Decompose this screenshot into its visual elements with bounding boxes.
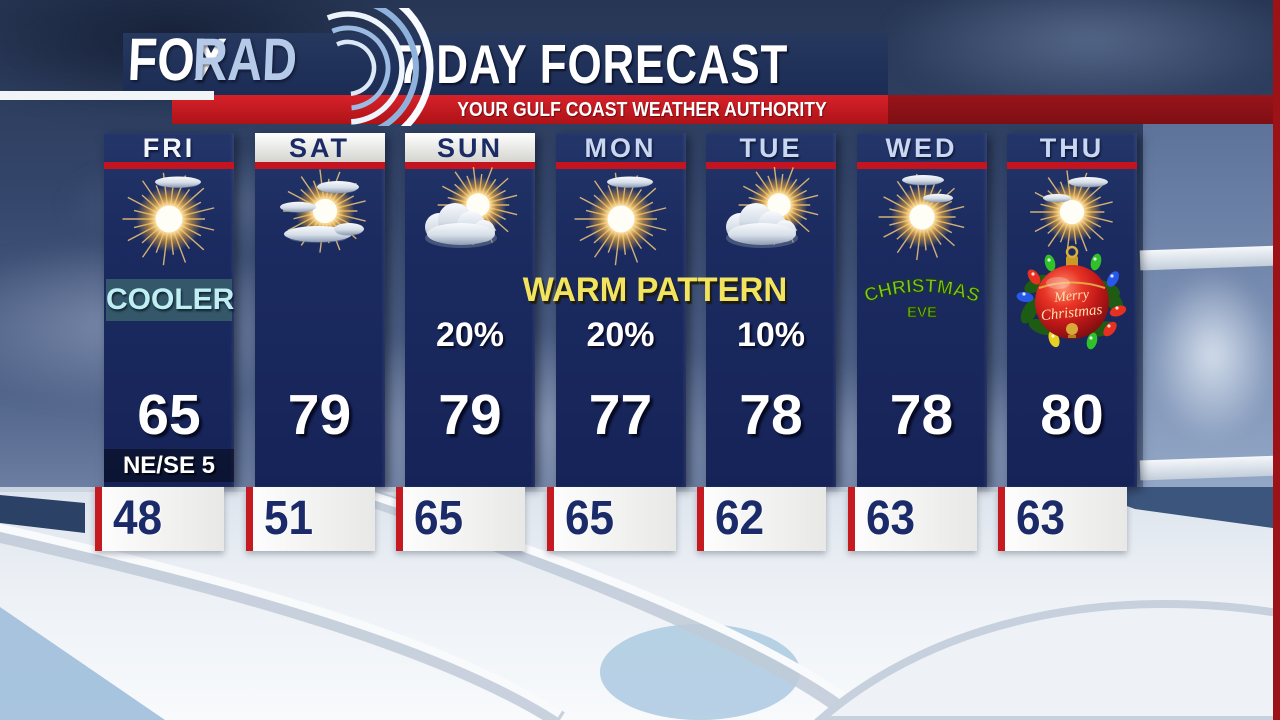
precip-chance: 10%	[736, 316, 806, 354]
low-temp-box: 51	[245, 487, 375, 551]
low-temp-box: 65	[546, 487, 676, 551]
weather-icon	[867, 167, 977, 267]
low-temp: 48	[113, 492, 163, 545]
svg-text:Merry: Merry	[1052, 287, 1090, 306]
sun-wisp-icon	[574, 172, 666, 266]
forecast-day-column-mon: MON 20% 77	[555, 133, 686, 487]
low-temp: 62	[715, 492, 765, 545]
tagline-text: YOUR GULF COAST WEATHER AUTHORITY	[457, 99, 827, 121]
day-underline-bar	[254, 162, 385, 169]
day-label: TUE	[739, 133, 803, 163]
sun-wisps-icon	[279, 169, 366, 253]
forecast-day-column-tue: TUE 10% 78	[706, 133, 836, 487]
day-label: FRI	[142, 133, 196, 163]
high-temp: 79	[287, 383, 352, 447]
weather-icon	[114, 167, 224, 267]
sun-wisp-icon	[122, 172, 215, 266]
day-label: THU	[1039, 133, 1105, 163]
title-bar	[123, 33, 888, 95]
forecast-day-column-sun: SUN 20% 79	[405, 133, 535, 487]
weather-icon	[1017, 167, 1127, 267]
set-highlight-stripe	[0, 91, 214, 100]
forecast-day-column-fri: FRI COOLER 65 NE/SE 5	[104, 133, 234, 487]
day-underline-bar	[555, 162, 686, 169]
sun-wisp2-icon	[878, 173, 964, 261]
precip-chance: 20%	[435, 316, 505, 354]
sun-thu-icon	[1030, 170, 1113, 254]
day-label: MON	[584, 133, 657, 163]
low-temp-box: 63	[847, 487, 977, 551]
radar-arcs-icon	[326, 8, 434, 126]
high-temp: 80	[1040, 383, 1104, 447]
low-temp-box: 48	[95, 487, 224, 551]
low-temp: 51	[263, 492, 313, 545]
high-temp: 79	[438, 383, 502, 447]
high-temp: 78	[889, 383, 954, 447]
svg-text:Christmas: Christmas	[1040, 302, 1103, 324]
svg-text:CHRISTMAS: CHRISTMAS	[861, 276, 982, 307]
low-temp: 63	[1016, 492, 1066, 545]
foxrad-logo: FOXRAD	[127, 26, 323, 98]
svg-text:EVE: EVE	[906, 304, 936, 321]
forecast-day-column-thu: THU 80 Merry Christmas	[1007, 133, 1137, 487]
low-temp: 63	[865, 492, 915, 545]
day-underline-bar	[856, 162, 987, 169]
page-title: 7 DAY FORECAST	[398, 33, 789, 95]
sun-cloud-icon	[425, 164, 518, 248]
cloud-blob	[1150, 270, 1275, 440]
day-label: WED	[885, 133, 958, 163]
screen-edge-red-strip	[1273, 0, 1280, 720]
day-label: SAT	[254, 133, 385, 163]
logo-rad-text: RAD	[191, 26, 299, 93]
day-underline-bar	[104, 162, 234, 169]
forecast-day-column-wed: WED 78 CHRISTMAS EVE	[856, 133, 987, 487]
low-temp-box: 62	[697, 487, 826, 551]
tagline-bar	[172, 95, 888, 124]
weather-icon	[265, 167, 375, 267]
low-temp-box: 65	[396, 487, 525, 551]
day-underline-bar	[1007, 162, 1137, 169]
high-temp: 78	[739, 383, 803, 447]
day-label: SUN	[405, 133, 535, 163]
forecast-day-column-sat: SAT 79	[254, 133, 385, 487]
day-underline-bar	[405, 162, 535, 169]
weather-icon	[415, 164, 525, 267]
low-temp: 65	[564, 492, 614, 545]
cooler-badge: COOLER	[106, 279, 234, 321]
wind-label: NE/SE 5	[104, 449, 234, 482]
high-temp: 65	[137, 383, 201, 447]
high-temp: 77	[588, 383, 653, 447]
low-temp-box: 63	[998, 487, 1127, 551]
weather-icon	[566, 167, 676, 267]
low-temp: 65	[414, 492, 464, 545]
weather-icon	[716, 164, 826, 267]
precip-chance: 20%	[586, 316, 655, 354]
tagline-bar-extension	[888, 95, 1280, 124]
sun-cloud-icon	[726, 164, 819, 248]
day-underline-bar	[706, 162, 836, 169]
warm-pattern-banner: WARM PATTERN	[522, 271, 788, 309]
